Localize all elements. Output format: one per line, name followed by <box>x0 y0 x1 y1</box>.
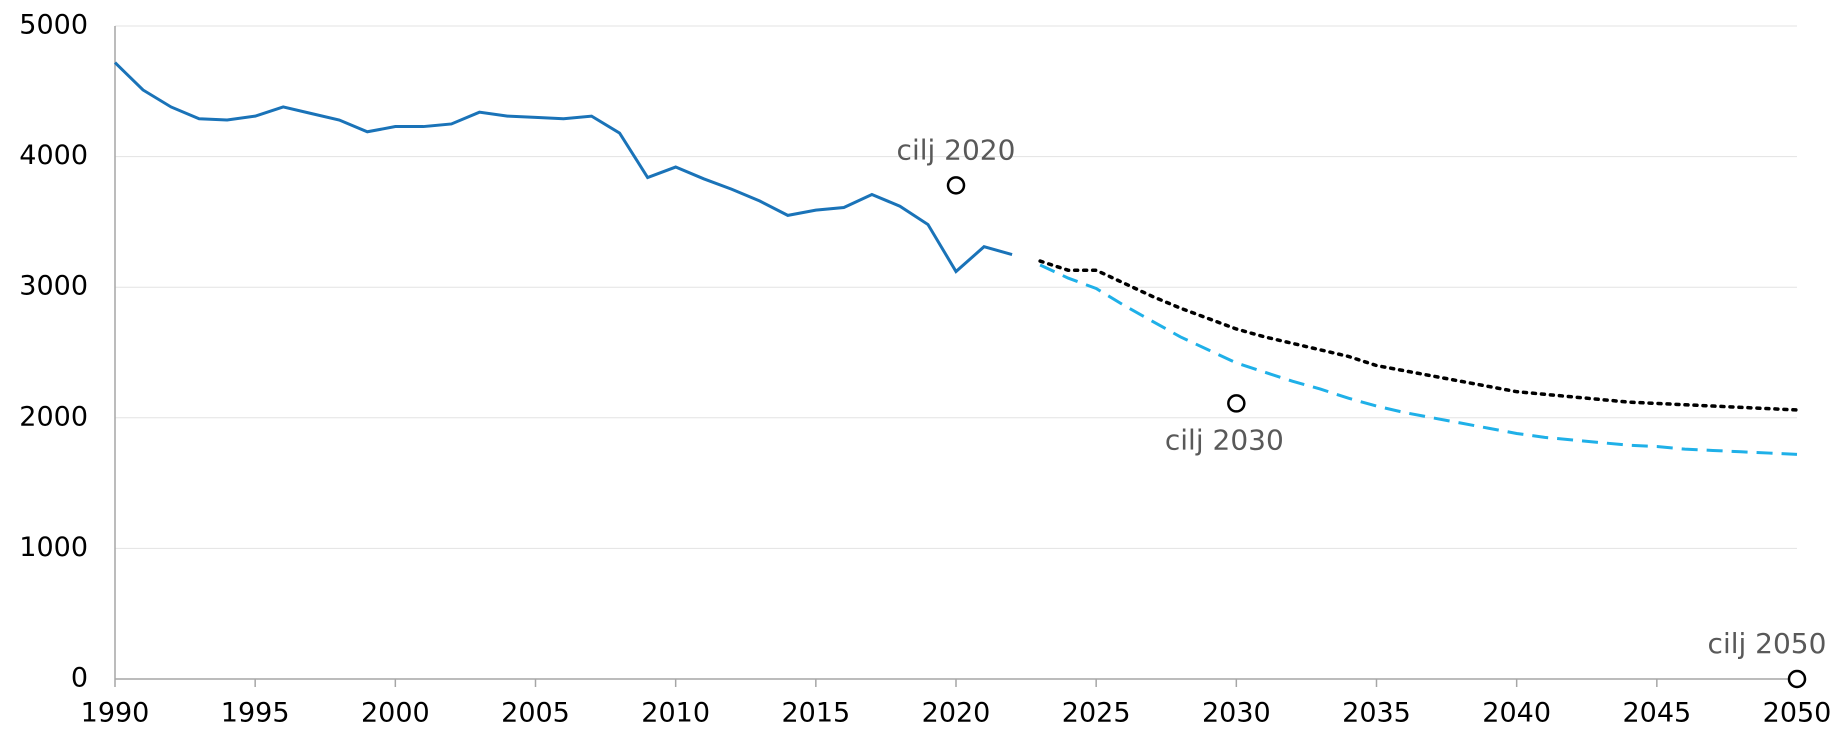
x-tick-label: 2000 <box>361 698 430 729</box>
y-tick-label: 1000 <box>19 532 88 563</box>
x-tick-label: 2045 <box>1622 698 1691 729</box>
y-tick-label: 2000 <box>19 401 88 432</box>
y-tick-label: 0 <box>71 663 88 694</box>
target-marker <box>1787 669 1807 689</box>
x-tick-label: 2005 <box>501 698 570 729</box>
target-marker <box>1227 394 1246 413</box>
target-label: cilj 2050 <box>1708 627 1827 660</box>
y-tick-label: 5000 <box>19 10 88 41</box>
target-label: cilj 2030 <box>1165 423 1284 456</box>
x-tick-label: 2020 <box>922 698 991 729</box>
target-label: cilj 2020 <box>897 133 1016 166</box>
y-tick-label: 3000 <box>19 271 88 302</box>
x-tick-label: 2010 <box>641 698 710 729</box>
x-tick-label: 2035 <box>1342 698 1411 729</box>
line-series <box>113 61 1013 274</box>
x-tick-label: 2030 <box>1202 698 1271 729</box>
x-tick-label: 2040 <box>1482 698 1551 729</box>
x-tick-label: 2015 <box>781 698 850 729</box>
line-series <box>1038 259 1799 412</box>
target-marker <box>946 176 966 195</box>
x-tick-label: 2025 <box>1062 698 1131 729</box>
y-tick-label: 4000 <box>19 140 88 171</box>
x-tick-label: 2050 <box>1763 698 1832 729</box>
line-series <box>1039 263 1798 456</box>
x-tick-label: 1990 <box>81 698 150 729</box>
x-tick-label: 1995 <box>221 698 290 729</box>
